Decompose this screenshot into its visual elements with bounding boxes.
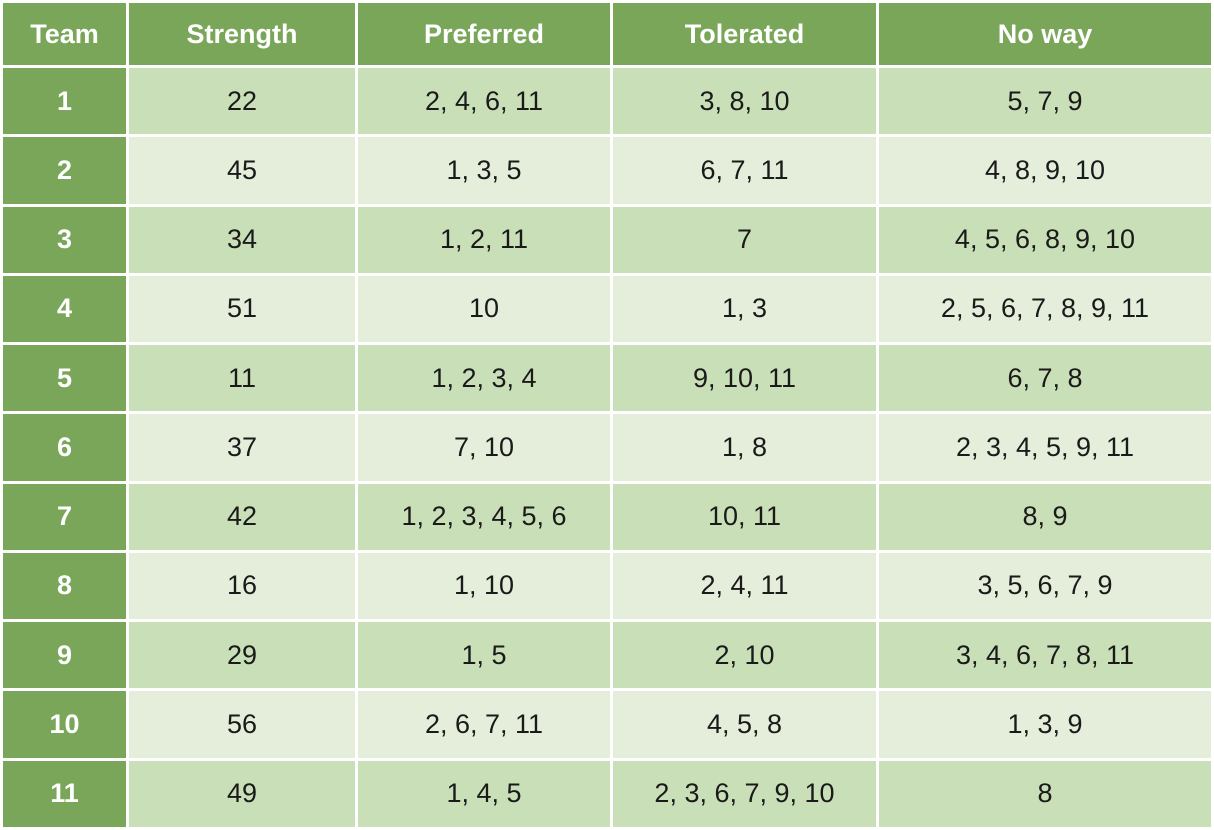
strength-cell: 45: [129, 137, 355, 204]
tolerated-cell: 2, 10: [613, 622, 876, 689]
no-way-cell: 2, 3, 4, 5, 9, 11: [879, 414, 1211, 481]
preferred-cell: 1, 2, 11: [358, 206, 610, 273]
no-way-cell: 3, 4, 6, 7, 8, 11: [879, 622, 1211, 689]
team-cell: 5: [3, 345, 126, 412]
strength-cell: 42: [129, 483, 355, 550]
tolerated-cell: 3, 8, 10: [613, 68, 876, 135]
no-way-cell: 5, 7, 9: [879, 68, 1211, 135]
table-row: 2 45 1, 3, 5 6, 7, 11 4, 8, 9, 10: [3, 137, 1211, 204]
team-cell: 2: [3, 137, 126, 204]
preferred-cell: 1, 3, 5: [358, 137, 610, 204]
strength-cell: 34: [129, 206, 355, 273]
team-cell: 6: [3, 414, 126, 481]
table-row: 11 49 1, 4, 5 2, 3, 6, 7, 9, 10 8: [3, 760, 1211, 827]
preferred-cell: 1, 2, 3, 4, 5, 6: [358, 483, 610, 550]
no-way-cell: 8, 9: [879, 483, 1211, 550]
tolerated-cell: 6, 7, 11: [613, 137, 876, 204]
header-team: Team: [3, 3, 126, 65]
header-row: Team Strength Preferred Tolerated No way: [3, 3, 1211, 65]
tolerated-cell: 4, 5, 8: [613, 691, 876, 758]
table-row: 8 16 1, 10 2, 4, 11 3, 5, 6, 7, 9: [3, 552, 1211, 620]
no-way-cell: 2, 5, 6, 7, 8, 9, 11: [879, 275, 1211, 343]
no-way-cell: 8: [879, 760, 1211, 827]
no-way-cell: 4, 5, 6, 8, 9, 10: [879, 206, 1211, 273]
strength-cell: 29: [129, 622, 355, 689]
table-row: 10 56 2, 6, 7, 11 4, 5, 8 1, 3, 9: [3, 691, 1211, 758]
tolerated-cell: 7: [613, 206, 876, 273]
strength-cell: 37: [129, 414, 355, 481]
header-no-way: No way: [879, 3, 1211, 65]
table-row: 4 51 10 1, 3 2, 5, 6, 7, 8, 9, 11: [3, 275, 1211, 343]
table-row: 9 29 1, 5 2, 10 3, 4, 6, 7, 8, 11: [3, 622, 1211, 689]
preferred-cell: 2, 6, 7, 11: [358, 691, 610, 758]
tolerated-cell: 1, 3: [613, 275, 876, 343]
strength-cell: 56: [129, 691, 355, 758]
header-strength: Strength: [129, 3, 355, 65]
team-cell: 3: [3, 206, 126, 273]
no-way-cell: 1, 3, 9: [879, 691, 1211, 758]
table-body: 1 22 2, 4, 6, 11 3, 8, 10 5, 7, 9 2 45 1…: [3, 68, 1211, 827]
preferred-cell: 7, 10: [358, 414, 610, 481]
tolerated-cell: 2, 4, 11: [613, 552, 876, 620]
preferred-cell: 2, 4, 6, 11: [358, 68, 610, 135]
team-cell: 11: [3, 760, 126, 827]
tolerated-cell: 9, 10, 11: [613, 345, 876, 412]
preferred-cell: 1, 4, 5: [358, 760, 610, 827]
tolerated-cell: 2, 3, 6, 7, 9, 10: [613, 760, 876, 827]
strength-cell: 16: [129, 552, 355, 620]
strength-cell: 22: [129, 68, 355, 135]
strength-cell: 11: [129, 345, 355, 412]
no-way-cell: 6, 7, 8: [879, 345, 1211, 412]
preferred-cell: 1, 10: [358, 552, 610, 620]
strength-cell: 49: [129, 760, 355, 827]
preferred-cell: 1, 2, 3, 4: [358, 345, 610, 412]
header-tolerated: Tolerated: [613, 3, 876, 65]
no-way-cell: 4, 8, 9, 10: [879, 137, 1211, 204]
team-cell: 4: [3, 275, 126, 343]
table-header: Team Strength Preferred Tolerated No way: [3, 3, 1211, 65]
team-cell: 8: [3, 552, 126, 620]
table-row: 6 37 7, 10 1, 8 2, 3, 4, 5, 9, 11: [3, 414, 1211, 481]
preferred-cell: 10: [358, 275, 610, 343]
tolerated-cell: 10, 11: [613, 483, 876, 550]
team-cell: 7: [3, 483, 126, 550]
table-row: 3 34 1, 2, 11 7 4, 5, 6, 8, 9, 10: [3, 206, 1211, 273]
strength-cell: 51: [129, 275, 355, 343]
header-preferred: Preferred: [358, 3, 610, 65]
team-cell: 10: [3, 691, 126, 758]
team-cell: 1: [3, 68, 126, 135]
no-way-cell: 3, 5, 6, 7, 9: [879, 552, 1211, 620]
table-row: 7 42 1, 2, 3, 4, 5, 6 10, 11 8, 9: [3, 483, 1211, 550]
table-row: 1 22 2, 4, 6, 11 3, 8, 10 5, 7, 9: [3, 68, 1211, 135]
tolerated-cell: 1, 8: [613, 414, 876, 481]
team-cell: 9: [3, 622, 126, 689]
preferred-cell: 1, 5: [358, 622, 610, 689]
table-row: 5 11 1, 2, 3, 4 9, 10, 11 6, 7, 8: [3, 345, 1211, 412]
